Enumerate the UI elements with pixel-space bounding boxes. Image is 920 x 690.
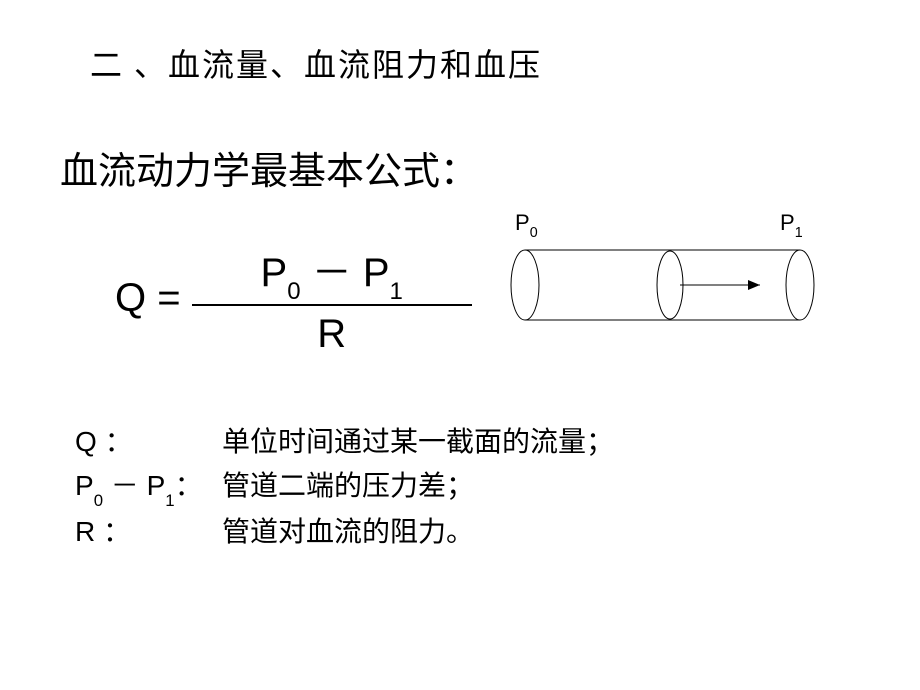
term-p1-sub: 1	[165, 491, 174, 510]
definition-desc-q: 单位时间通过某一截面的流量；	[222, 427, 614, 458]
section-heading: 二 、血流量、血流阻力和血压	[90, 40, 542, 86]
numerator-minus: －	[301, 251, 363, 295]
diagram-p0-sub: 0	[530, 225, 538, 241]
term-q-letter: Q	[75, 426, 105, 457]
formula-lhs: Q =	[115, 276, 181, 321]
definition-desc-r: 管道对血流的阻力。	[222, 517, 474, 548]
definition-row: R ： 管道对血流的阻力。	[75, 510, 614, 554]
definition-desc-p: 管道二端的压力差；	[222, 471, 474, 502]
definition-term-p0p1: P0 － P1：	[75, 464, 215, 510]
subheading: 血流动力学最基本公式：	[60, 140, 478, 195]
term-p0-sub: 0	[94, 491, 103, 510]
formula-numerator: P0 － P1	[192, 240, 472, 304]
term-q-colon: ：	[105, 427, 133, 458]
diagram-label-p0: P0	[515, 210, 538, 239]
numerator-p1-sub: 1	[390, 278, 403, 305]
formula-denominator: R	[192, 306, 472, 357]
definition-row: P0 － P1： 管道二端的压力差；	[75, 464, 614, 510]
term-p0-letter: P	[75, 470, 94, 501]
term-p-colon: ：	[175, 471, 203, 502]
numerator-p0-letter: P	[261, 251, 288, 295]
diagram-p1-letter: P	[780, 210, 795, 235]
formula: Q = P0 － P1 R	[115, 240, 472, 357]
diagram-p0-letter: P	[515, 210, 530, 235]
numerator-p1-letter: P	[363, 251, 390, 295]
numerator-p0-sub: 0	[287, 278, 300, 305]
term-mid: － P	[103, 470, 165, 501]
definitions: Q ： 单位时间通过某一截面的流量； P0 － P1： 管道二端的压力差； R …	[75, 420, 614, 554]
diagram-p1-sub: 1	[795, 225, 803, 241]
term-r-colon: ：	[103, 517, 131, 548]
definition-row: Q ： 单位时间通过某一截面的流量；	[75, 420, 614, 464]
definition-term-r: R ：	[75, 510, 215, 554]
cylinder-diagram: P0 P1	[500, 210, 840, 360]
slide: 二 、血流量、血流阻力和血压 血流动力学最基本公式： Q = P0 － P1 R…	[0, 0, 920, 690]
term-r-letter: R	[75, 516, 103, 547]
diagram-label-p1: P1	[780, 210, 803, 239]
formula-fraction: P0 － P1 R	[192, 240, 472, 357]
definition-term-q: Q ：	[75, 420, 215, 464]
